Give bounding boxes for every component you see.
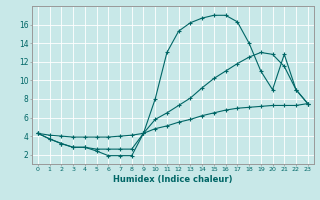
X-axis label: Humidex (Indice chaleur): Humidex (Indice chaleur)	[113, 175, 233, 184]
